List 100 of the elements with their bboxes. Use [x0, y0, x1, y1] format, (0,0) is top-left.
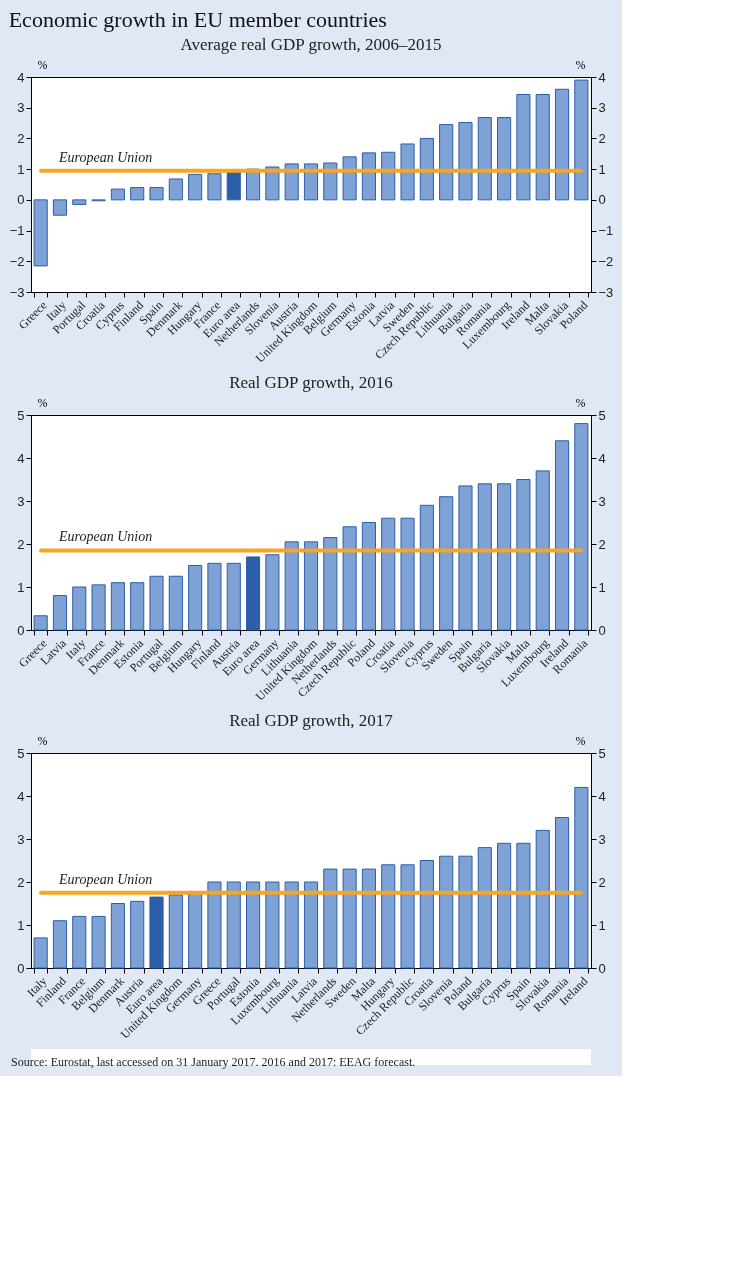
bar — [226, 171, 241, 201]
y2-tick-label: 5 — [598, 407, 606, 423]
bar — [168, 178, 183, 201]
ref-line-label: European Union — [58, 149, 153, 165]
bar — [497, 842, 512, 969]
chart-subtitle: Average real GDP growth, 2006–2015 — [180, 35, 442, 54]
source-note: Source: Eurostat, last accessed on 31 January 2017. 2016 and 2017: EEAG forecast. — [11, 1055, 416, 1069]
y2-tick-label: 3 — [598, 831, 606, 847]
bar — [381, 151, 396, 201]
y-tick-label: 5 — [17, 745, 25, 761]
y-tick-label: 3 — [17, 493, 25, 509]
bar — [130, 582, 145, 631]
bar — [226, 881, 241, 969]
y-tick-label: 2 — [17, 536, 25, 552]
bar — [188, 565, 203, 631]
y2-tick-label: 2 — [598, 536, 606, 552]
bar — [381, 517, 396, 631]
bar — [497, 117, 512, 201]
y-axis-title: % — [37, 395, 48, 410]
bar — [419, 504, 434, 631]
y2-axis-title: % — [575, 57, 586, 72]
bar — [400, 517, 415, 631]
y2-tick-label: 3 — [598, 100, 606, 116]
y-tick-label: 2 — [17, 874, 25, 890]
bar — [400, 864, 415, 969]
bar — [207, 881, 222, 969]
bar — [149, 187, 164, 201]
bar — [265, 554, 280, 631]
y-tick-label: −1 — [9, 223, 25, 239]
bar — [458, 485, 473, 631]
bar — [439, 496, 454, 631]
bar — [439, 124, 454, 201]
y2-tick-label: 5 — [598, 745, 606, 761]
y2-tick-label: 0 — [598, 192, 606, 208]
bar — [226, 562, 241, 631]
y-tick-label: 1 — [17, 161, 25, 177]
y2-tick-label: 0 — [598, 622, 606, 638]
bar — [246, 881, 261, 969]
bar — [574, 423, 589, 631]
bar — [52, 199, 68, 216]
bar — [361, 152, 376, 201]
y2-tick-label: 3 — [598, 493, 606, 509]
bar — [91, 915, 106, 969]
bar — [323, 868, 338, 969]
bar — [361, 868, 376, 969]
bar — [149, 575, 164, 631]
bar — [439, 855, 454, 969]
bar — [110, 582, 125, 631]
bar — [458, 855, 473, 969]
bar — [168, 894, 183, 969]
y2-tick-label: 1 — [598, 579, 606, 595]
y-tick-label: 5 — [17, 407, 25, 423]
y-tick-label: 3 — [17, 831, 25, 847]
bar — [130, 187, 145, 201]
bar — [497, 483, 512, 631]
bar — [458, 121, 473, 201]
y2-tick-label: 4 — [598, 69, 606, 85]
bar — [342, 526, 357, 631]
bar — [110, 188, 125, 201]
bar — [149, 896, 164, 969]
bar — [91, 584, 106, 631]
y2-axis-title: % — [575, 395, 586, 410]
y-axis-title: % — [37, 733, 48, 748]
y-tick-label: 0 — [17, 960, 25, 976]
bar — [130, 900, 145, 969]
y-axis-title: % — [37, 57, 48, 72]
y2-tick-label: 1 — [598, 917, 606, 933]
y-tick-label: 4 — [17, 69, 25, 85]
bar — [554, 440, 570, 631]
bar — [535, 829, 550, 969]
y2-tick-label: −3 — [598, 284, 614, 300]
ref-line-label: European Union — [58, 529, 153, 545]
bar — [52, 920, 68, 969]
bar — [207, 562, 222, 631]
ref-line-label: European Union — [58, 871, 153, 887]
y-tick-label: 0 — [17, 192, 25, 208]
bar — [188, 173, 203, 201]
bar — [342, 868, 357, 969]
bar — [419, 137, 434, 201]
y2-axis-title: % — [575, 733, 586, 748]
chart-title: Real GDP growth, 2017 — [229, 711, 394, 730]
y2-tick-label: 4 — [598, 450, 606, 466]
y2-tick-label: 2 — [598, 874, 606, 890]
chart-title: Economic growth in EU member countries — [8, 6, 387, 32]
chart-title: Real GDP growth, 2016 — [229, 373, 393, 392]
y2-tick-label: 2 — [598, 130, 606, 146]
y-tick-label: 4 — [17, 450, 25, 466]
bar — [188, 892, 203, 969]
y-tick-label: 4 — [17, 788, 25, 804]
bar — [323, 537, 338, 631]
y2-tick-label: −1 — [598, 223, 614, 239]
bar — [535, 94, 550, 201]
bar — [400, 143, 415, 201]
bar — [33, 937, 48, 969]
bar — [477, 117, 492, 201]
y2-tick-label: 0 — [598, 960, 606, 976]
bar — [72, 915, 87, 969]
bar — [168, 575, 183, 631]
y-tick-label: −2 — [9, 253, 25, 269]
bar — [33, 615, 48, 631]
